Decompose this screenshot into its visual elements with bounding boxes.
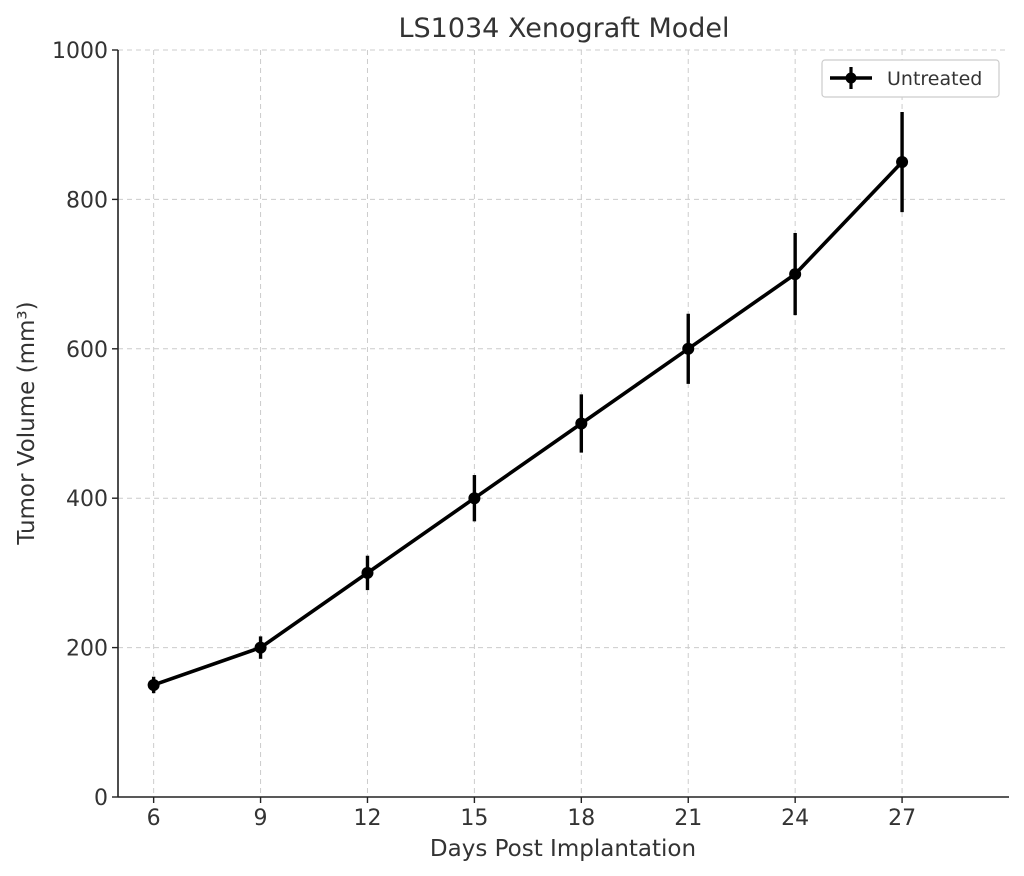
- series-line-untreated: [153, 160, 904, 687]
- data-point: [789, 268, 802, 281]
- data-point: [361, 566, 374, 579]
- legend: Untreated: [821, 59, 1000, 98]
- legend-label-untreated: Untreated: [887, 68, 982, 90]
- y-tick-label: 1000: [52, 39, 108, 64]
- data-point: [575, 417, 588, 430]
- data-point: [468, 492, 481, 505]
- x-tick-label: 12: [353, 806, 381, 831]
- data-point: [682, 342, 695, 355]
- tick-labels: 6 9 12 15 18 21 24 27 0 200 400 600 800 1000: [52, 39, 916, 831]
- series-layer: [147, 112, 909, 694]
- chart-title: LS1034 Xenograft Model: [398, 13, 729, 44]
- axes: [117, 50, 1009, 798]
- y-tick-label: 600: [66, 338, 108, 363]
- x-axis-label: Days Post Implantation: [430, 836, 696, 862]
- x-tick-label: 24: [781, 806, 809, 831]
- legend-box: [821, 59, 1000, 98]
- y-axis-label: Tumor Volume (mm³): [14, 301, 40, 545]
- y-tick-label: 200: [66, 637, 108, 662]
- data-point: [254, 641, 267, 654]
- x-tick-label: 21: [674, 806, 702, 831]
- legend-point-marker: [845, 72, 857, 84]
- data-point: [896, 156, 909, 169]
- data-point: [147, 678, 160, 691]
- x-tick-label: 18: [567, 806, 595, 831]
- y-tick-label: 0: [94, 786, 108, 811]
- y-tick-label: 400: [66, 487, 108, 512]
- x-tick-label: 6: [147, 806, 161, 831]
- y-tick-label: 800: [66, 188, 108, 213]
- grid: [118, 49, 1009, 797]
- x-tick-label: 15: [460, 806, 488, 831]
- x-tick-label: 27: [888, 806, 916, 831]
- x-tick-label: 9: [254, 806, 268, 831]
